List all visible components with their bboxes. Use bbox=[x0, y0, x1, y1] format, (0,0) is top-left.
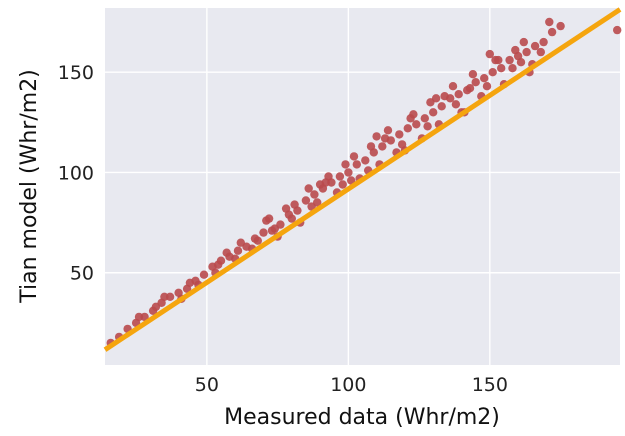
data-point bbox=[429, 108, 438, 117]
y-tick-labels: 50 100 150 bbox=[58, 62, 94, 285]
data-point bbox=[423, 122, 432, 131]
y-tick-label: 150 bbox=[58, 62, 94, 84]
data-point bbox=[511, 45, 520, 55]
data-point bbox=[344, 168, 353, 177]
data-point bbox=[315, 180, 325, 189]
fit-line-group bbox=[103, 7, 622, 352]
data-point bbox=[338, 180, 347, 189]
data-point bbox=[539, 37, 548, 47]
x-tick-label: 100 bbox=[330, 374, 366, 396]
data-point bbox=[480, 74, 489, 83]
x-tick-labels: 50 100 150 bbox=[195, 374, 508, 396]
data-point bbox=[448, 82, 458, 91]
data-point bbox=[494, 55, 503, 65]
x-tick-label: 150 bbox=[472, 374, 508, 396]
data-point bbox=[233, 246, 243, 255]
data-point bbox=[545, 17, 554, 27]
data-point bbox=[222, 248, 231, 257]
data-point bbox=[437, 102, 446, 111]
data-point bbox=[530, 41, 540, 51]
data-point bbox=[403, 124, 412, 133]
data-point bbox=[547, 27, 557, 37]
y-axis-title: Tian model (Whr/m2) bbox=[17, 69, 42, 304]
data-point bbox=[378, 142, 387, 151]
data-point bbox=[270, 224, 279, 233]
data-point bbox=[214, 260, 223, 269]
data-point bbox=[281, 204, 291, 213]
data-point bbox=[310, 190, 319, 199]
data-point bbox=[454, 90, 463, 99]
data-point bbox=[409, 110, 418, 119]
data-point bbox=[497, 63, 506, 73]
data-point bbox=[468, 70, 478, 79]
data-points bbox=[106, 17, 622, 348]
x-tick-label: 50 bbox=[195, 374, 219, 396]
data-point bbox=[395, 130, 404, 139]
data-point bbox=[383, 126, 393, 135]
data-point bbox=[471, 78, 480, 87]
data-point bbox=[482, 82, 492, 91]
data-point bbox=[485, 49, 494, 59]
data-point bbox=[236, 238, 245, 247]
data-point bbox=[536, 47, 545, 57]
data-point bbox=[522, 47, 531, 57]
data-point bbox=[134, 312, 144, 322]
data-point bbox=[412, 120, 421, 129]
data-point bbox=[352, 160, 361, 169]
data-point bbox=[259, 228, 268, 237]
y-tick-label: 50 bbox=[70, 263, 94, 285]
data-point bbox=[151, 302, 161, 311]
y-tick-label: 100 bbox=[58, 162, 94, 184]
fit-line bbox=[103, 7, 622, 352]
data-point bbox=[307, 202, 316, 211]
data-point bbox=[465, 84, 475, 93]
data-point bbox=[199, 270, 209, 279]
data-point bbox=[253, 236, 262, 245]
data-point bbox=[508, 63, 517, 73]
data-point bbox=[431, 94, 441, 103]
data-point bbox=[287, 214, 296, 223]
data-point bbox=[185, 278, 195, 287]
data-point bbox=[366, 142, 376, 151]
data-point bbox=[264, 214, 274, 223]
data-point bbox=[290, 200, 299, 209]
data-point bbox=[349, 152, 359, 161]
data-point bbox=[613, 25, 622, 35]
data-point bbox=[301, 196, 311, 205]
data-point bbox=[420, 114, 429, 123]
x-axis-title: Measured data (Whr/m2) bbox=[224, 405, 500, 430]
data-point bbox=[341, 160, 350, 169]
data-point bbox=[160, 292, 169, 301]
data-point bbox=[556, 21, 565, 31]
data-point bbox=[505, 55, 514, 65]
data-point bbox=[488, 68, 497, 77]
data-point bbox=[304, 184, 313, 193]
data-point bbox=[519, 37, 528, 47]
data-point bbox=[335, 172, 345, 181]
data-point bbox=[516, 58, 526, 67]
data-point bbox=[380, 134, 390, 143]
data-point bbox=[361, 156, 370, 165]
data-point bbox=[347, 176, 356, 185]
data-point bbox=[372, 132, 381, 141]
data-point bbox=[451, 100, 461, 109]
data-point bbox=[440, 92, 449, 101]
